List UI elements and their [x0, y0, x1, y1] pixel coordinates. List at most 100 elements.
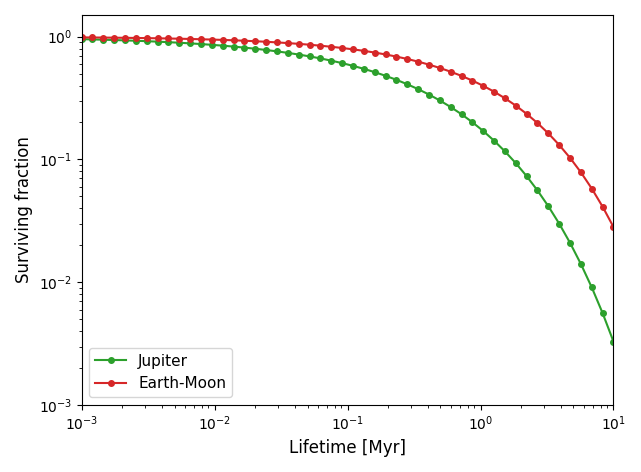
- Earth-Moon: [284, 40, 292, 46]
- Earth-Moon: [403, 56, 411, 62]
- Jupiter: [381, 73, 389, 79]
- Earth-Moon: [501, 95, 509, 101]
- Jupiter: [512, 160, 520, 166]
- Legend: Jupiter, Earth-Moon: Jupiter, Earth-Moon: [89, 347, 232, 397]
- Earth-Moon: [78, 34, 85, 40]
- Jupiter: [284, 50, 292, 56]
- Earth-Moon: [588, 185, 595, 191]
- Earth-Moon: [447, 69, 454, 75]
- Jupiter: [349, 63, 357, 68]
- Jupiter: [610, 339, 617, 345]
- Jupiter: [392, 77, 400, 83]
- Line: Jupiter: Jupiter: [79, 36, 616, 344]
- Jupiter: [566, 240, 574, 246]
- Jupiter: [273, 49, 281, 54]
- Jupiter: [458, 111, 465, 117]
- Earth-Moon: [436, 65, 444, 71]
- Earth-Moon: [599, 204, 606, 210]
- Jupiter: [599, 310, 606, 316]
- Earth-Moon: [371, 50, 379, 55]
- Earth-Moon: [88, 34, 96, 40]
- Jupiter: [414, 86, 422, 92]
- Jupiter: [328, 58, 335, 63]
- Jupiter: [208, 42, 215, 48]
- Jupiter: [99, 37, 107, 42]
- Jupiter: [132, 38, 140, 43]
- Earth-Moon: [143, 35, 151, 41]
- Jupiter: [251, 46, 259, 51]
- X-axis label: Lifetime [Myr]: Lifetime [Myr]: [289, 439, 406, 457]
- Earth-Moon: [360, 48, 368, 54]
- Earth-Moon: [555, 142, 563, 148]
- Jupiter: [143, 38, 151, 44]
- Earth-Moon: [534, 120, 542, 126]
- Earth-Moon: [165, 36, 172, 42]
- Jupiter: [165, 39, 172, 45]
- Earth-Moon: [251, 38, 259, 44]
- Earth-Moon: [99, 35, 107, 41]
- Jupiter: [436, 98, 444, 103]
- Jupiter: [295, 52, 303, 58]
- Earth-Moon: [176, 36, 183, 42]
- Earth-Moon: [458, 73, 465, 79]
- Jupiter: [187, 41, 194, 46]
- Earth-Moon: [392, 54, 400, 59]
- Jupiter: [371, 69, 379, 75]
- Earth-Moon: [110, 35, 118, 41]
- Earth-Moon: [187, 36, 194, 42]
- Earth-Moon: [121, 35, 129, 41]
- Line: Earth-Moon: Earth-Moon: [79, 34, 616, 230]
- Earth-Moon: [512, 103, 520, 109]
- Jupiter: [88, 37, 96, 42]
- Earth-Moon: [229, 37, 237, 43]
- Jupiter: [240, 45, 248, 51]
- Earth-Moon: [349, 47, 357, 52]
- Earth-Moon: [425, 62, 433, 67]
- Jupiter: [425, 92, 433, 97]
- Earth-Moon: [414, 59, 422, 65]
- Jupiter: [469, 119, 476, 125]
- Earth-Moon: [610, 224, 617, 230]
- Earth-Moon: [197, 36, 205, 42]
- Earth-Moon: [381, 51, 389, 57]
- Earth-Moon: [490, 89, 498, 94]
- Jupiter: [121, 38, 129, 43]
- Earth-Moon: [566, 155, 574, 160]
- Jupiter: [544, 203, 552, 209]
- Jupiter: [197, 41, 205, 47]
- Earth-Moon: [328, 44, 335, 50]
- Jupiter: [360, 66, 368, 72]
- Jupiter: [306, 53, 313, 59]
- Earth-Moon: [154, 35, 162, 41]
- Jupiter: [229, 44, 237, 50]
- Jupiter: [523, 173, 531, 179]
- Jupiter: [78, 36, 85, 42]
- Jupiter: [577, 261, 585, 267]
- Earth-Moon: [208, 37, 215, 42]
- Earth-Moon: [577, 169, 585, 175]
- Jupiter: [154, 39, 162, 44]
- Jupiter: [588, 285, 595, 290]
- Earth-Moon: [219, 37, 226, 43]
- Earth-Moon: [132, 35, 140, 41]
- Jupiter: [317, 56, 324, 61]
- Jupiter: [403, 81, 411, 87]
- Jupiter: [501, 149, 509, 154]
- Earth-Moon: [338, 45, 346, 51]
- Jupiter: [338, 60, 346, 66]
- Jupiter: [262, 47, 270, 53]
- Jupiter: [219, 43, 226, 49]
- Jupiter: [555, 221, 563, 227]
- Earth-Moon: [479, 83, 487, 89]
- Earth-Moon: [273, 40, 281, 45]
- Jupiter: [490, 138, 498, 143]
- Earth-Moon: [544, 131, 552, 136]
- Earth-Moon: [240, 38, 248, 43]
- Jupiter: [110, 37, 118, 43]
- Jupiter: [176, 40, 183, 46]
- Earth-Moon: [523, 111, 531, 117]
- Jupiter: [479, 128, 487, 134]
- Earth-Moon: [317, 43, 324, 49]
- Earth-Moon: [295, 41, 303, 47]
- Earth-Moon: [469, 78, 476, 84]
